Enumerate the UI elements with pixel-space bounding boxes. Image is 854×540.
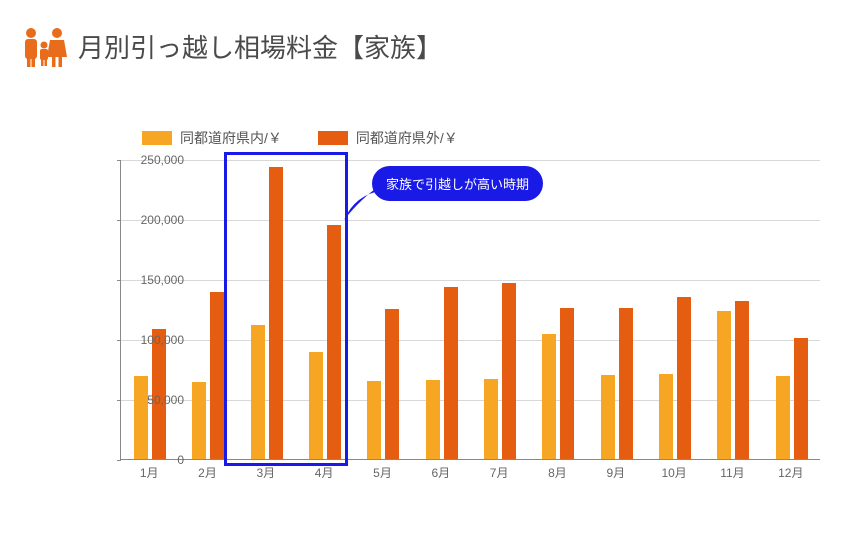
- x-axis-label: 9月: [606, 464, 625, 481]
- x-axis-label: 1月: [140, 464, 159, 481]
- legend-label-2: 同都道府県外/￥: [356, 128, 458, 148]
- bar-in-prefecture: [484, 379, 498, 459]
- bar-out-prefecture: [444, 287, 458, 459]
- page-title: 月別引っ越し相場料金【家族】: [78, 28, 442, 65]
- gridline: [121, 400, 820, 401]
- gridline: [121, 340, 820, 341]
- chart-area: 同都道府県内/￥ 同都道府県外/￥ 050,000100,000150,0002…: [60, 100, 830, 520]
- bar-out-prefecture: [210, 292, 224, 459]
- legend-swatch-2: [318, 131, 348, 145]
- bar-in-prefecture: [601, 375, 615, 459]
- y-axis-label: 250,000: [104, 153, 184, 167]
- x-axis-label: 7月: [490, 464, 509, 481]
- bar-in-prefecture: [659, 374, 673, 459]
- bar-out-prefecture: [794, 338, 808, 459]
- legend-item-out-prefecture: 同都道府県外/￥: [318, 128, 458, 148]
- bar-out-prefecture: [502, 283, 516, 459]
- y-axis-label: 50,000: [104, 393, 184, 407]
- bar-in-prefecture: [426, 380, 440, 459]
- x-axis-label: 4月: [315, 464, 334, 481]
- legend-item-in-prefecture: 同都道府県内/￥: [142, 128, 282, 148]
- bar-in-prefecture: [309, 352, 323, 459]
- x-axis-label: 12月: [778, 464, 803, 481]
- bar-out-prefecture: [619, 308, 633, 459]
- bar-out-prefecture: [735, 301, 749, 459]
- bar-out-prefecture: [677, 297, 691, 459]
- family-icon: [20, 25, 68, 67]
- x-axis-label: 10月: [661, 464, 686, 481]
- gridline: [121, 280, 820, 281]
- y-axis-label: 200,000: [104, 213, 184, 227]
- bar-in-prefecture: [367, 381, 381, 459]
- legend-label-1: 同都道府県内/￥: [180, 128, 282, 148]
- bar-in-prefecture: [134, 376, 148, 459]
- x-axis-label: 6月: [431, 464, 450, 481]
- gridline: [121, 220, 820, 221]
- bar-in-prefecture: [717, 311, 731, 459]
- y-axis-label: 150,000: [104, 273, 184, 287]
- chart-legend: 同都道府県内/￥ 同都道府県外/￥: [142, 128, 458, 148]
- x-axis-label: 11月: [720, 464, 744, 481]
- x-axis-label: 2月: [198, 464, 217, 481]
- x-axis-label: 3月: [256, 464, 275, 481]
- x-axis-label: 5月: [373, 464, 392, 481]
- legend-swatch-1: [142, 131, 172, 145]
- bar-in-prefecture: [192, 382, 206, 459]
- bar-out-prefecture: [560, 308, 574, 459]
- x-axis-label: 8月: [548, 464, 567, 481]
- bar-in-prefecture: [776, 376, 790, 459]
- bar-in-prefecture: [251, 325, 265, 459]
- chart-plot: [120, 160, 820, 460]
- bar-out-prefecture: [327, 225, 341, 459]
- bar-out-prefecture: [385, 309, 399, 459]
- bar-in-prefecture: [542, 334, 556, 459]
- bar-out-prefecture: [269, 167, 283, 459]
- chart-header: 月別引っ越し相場料金【家族】: [0, 0, 854, 77]
- y-axis-label: 100,000: [104, 333, 184, 347]
- gridline: [121, 160, 820, 161]
